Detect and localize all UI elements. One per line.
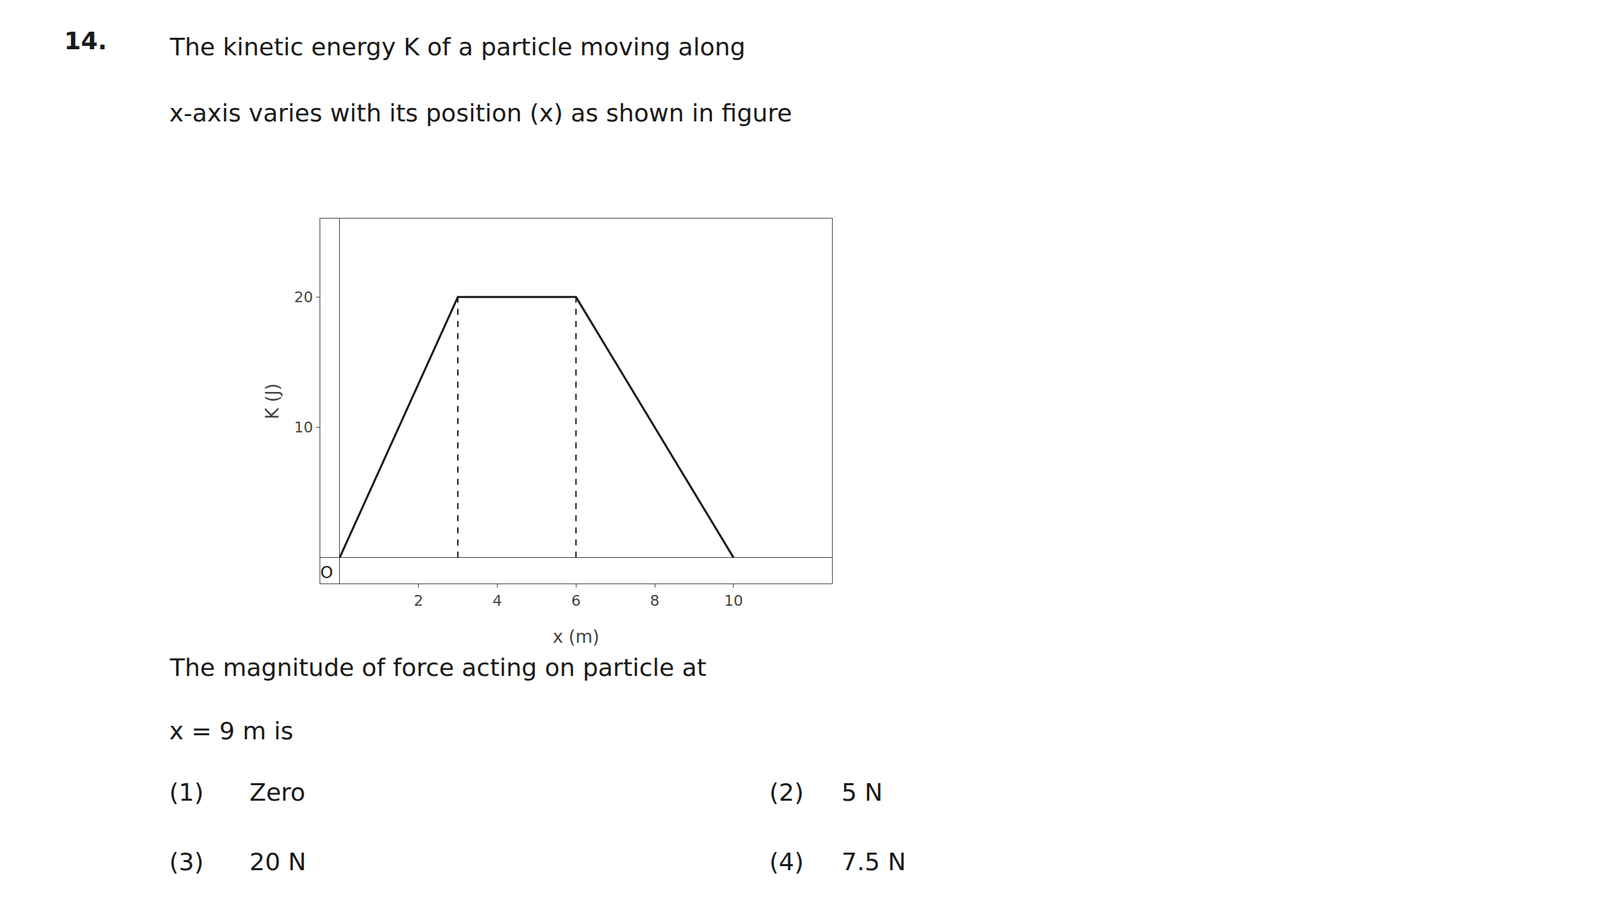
svg-text:14.: 14. [64, 26, 108, 55]
svg-text:2: 2 [413, 591, 424, 609]
svg-text:10: 10 [724, 591, 744, 609]
svg-text:x-axis varies with its positio: x-axis varies with its position (x) as s… [169, 99, 793, 127]
svg-text:(4): (4) [769, 847, 804, 876]
svg-text:The kinetic energy K of a part: The kinetic energy K of a particle movin… [169, 33, 746, 61]
svg-text:6: 6 [571, 591, 581, 609]
svg-text:(2): (2) [769, 778, 804, 806]
svg-text:Zero: Zero [249, 778, 306, 806]
svg-text:4: 4 [492, 591, 502, 609]
svg-text:(3): (3) [169, 847, 204, 876]
svg-text:10: 10 [293, 418, 313, 436]
svg-text:8: 8 [649, 591, 660, 609]
svg-text:K (J): K (J) [262, 382, 283, 419]
svg-text:20: 20 [293, 288, 313, 306]
svg-text:x = 9 m is: x = 9 m is [169, 716, 294, 745]
svg-text:The magnitude of force acting: The magnitude of force acting on particl… [169, 653, 707, 681]
svg-text:O: O [320, 563, 334, 582]
svg-text:(1): (1) [169, 778, 204, 806]
svg-text:7.5 N: 7.5 N [841, 847, 907, 876]
svg-text:5 N: 5 N [841, 778, 883, 806]
svg-text:20 N: 20 N [249, 847, 307, 876]
svg-text:x (m): x (m) [552, 626, 600, 647]
